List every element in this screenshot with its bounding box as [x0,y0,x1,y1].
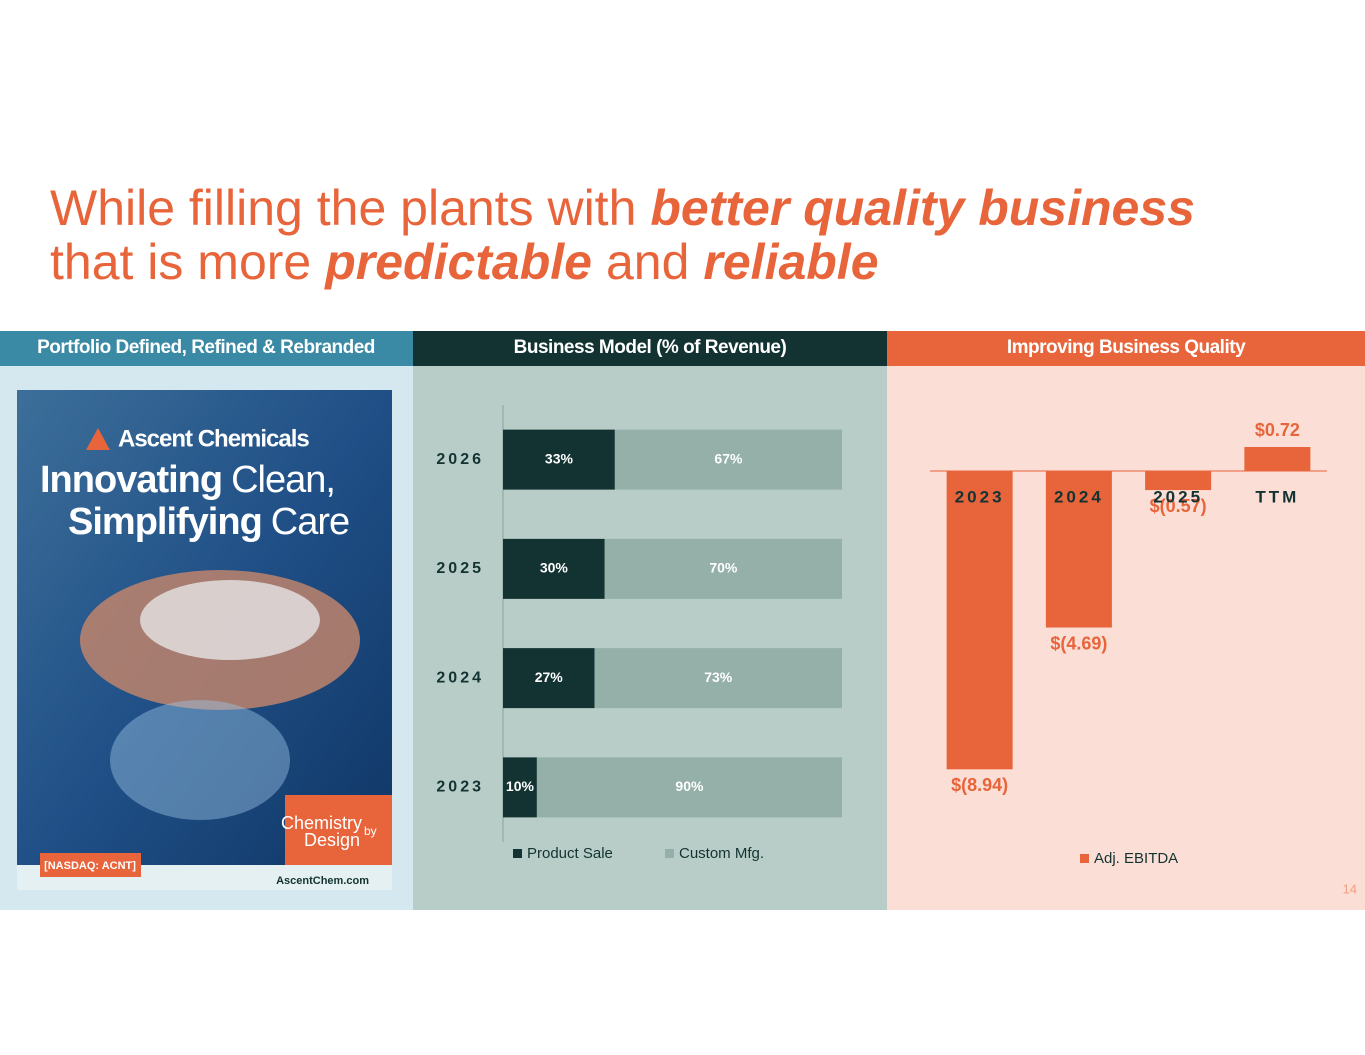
water [110,700,290,820]
x-tick-label: 2025 [1153,488,1203,507]
headline: Innovating Clean, [40,459,335,501]
value-label: 10% [506,778,535,794]
value-label: 70% [709,560,738,576]
website: AscentChem.com [276,875,369,887]
logo [86,428,110,450]
bar-segment [604,538,842,599]
bar [946,471,1013,770]
title-emphasis: reliable [703,234,878,290]
bar [1145,471,1212,491]
bar-segment [503,648,595,709]
headline: Simplifying Care [68,501,349,543]
title-emphasis: better quality business [650,180,1195,236]
value-label: $0.72 [1255,420,1300,440]
panel-header [413,331,887,366]
bar-segment [614,429,842,490]
x-tick-label: TTM [1255,488,1299,507]
value-label: $(8.94) [951,775,1008,795]
panel-header [0,331,413,366]
bar-segment [503,757,537,818]
legend-swatch [513,849,522,858]
title-line-2: that is more predictable and reliable [50,234,879,290]
badge-text: by [364,824,377,838]
value-label: 67% [714,450,743,466]
y-tick-label: 2026 [436,451,484,468]
bar-segment [503,429,615,490]
ticker-box [40,853,141,877]
x-tick-label: 2023 [955,488,1005,507]
badge [285,795,392,865]
bar-segment [536,757,842,818]
y-tick-label: 2023 [436,779,484,796]
value-label: 73% [704,669,733,685]
badge-text: Chemistry [281,813,362,833]
title-text: While filling the plants with [50,180,636,236]
legend-label: Product Sale [527,845,613,862]
title-emphasis: predictable [323,234,592,290]
title-text: that is more [50,234,311,290]
headline-word: Innovating [40,459,222,501]
legend-label: Adj. EBITDA [1094,850,1178,867]
legend-swatch [1080,854,1089,863]
panel-header [887,331,1365,366]
bar-segment [503,538,605,599]
badge-text: Design [304,830,360,850]
ticker: [NASDAQ: ACNT] [44,860,136,872]
foam [140,580,320,660]
y-tick-label: 2025 [436,560,484,577]
value-label: 90% [675,778,704,794]
legend-label: Custom Mfg. [679,845,764,862]
page-number: 14 [1343,881,1357,896]
value-label: 30% [540,560,569,576]
y-tick-label: 2024 [436,669,484,686]
panel-title: Portfolio Defined, Refined & Rebranded [37,337,375,358]
brand: Ascent Chemicals [118,425,309,452]
title-line-1: While filling the plants with better qual… [50,180,1195,236]
value-label: 27% [535,669,564,685]
headline-word: Clean, [231,459,335,501]
title-text: and [606,234,689,290]
panel-title: Business Model (% of Revenue) [514,337,787,358]
bar [1244,447,1311,472]
poster: Ascent Chemicals Innovating Clean, Simpli… [17,390,392,890]
value-label: $(4.69) [1050,633,1107,653]
value-label: 33% [545,450,574,466]
legend-swatch [665,849,674,858]
headline-word: Simplifying [68,501,262,543]
panel-title: Improving Business Quality [1007,337,1246,358]
x-tick-label: 2024 [1054,488,1104,507]
headline-word: Care [271,501,349,543]
bar [1045,471,1112,628]
bar-segment [594,648,842,709]
value-label: $(0.57) [1150,496,1207,516]
